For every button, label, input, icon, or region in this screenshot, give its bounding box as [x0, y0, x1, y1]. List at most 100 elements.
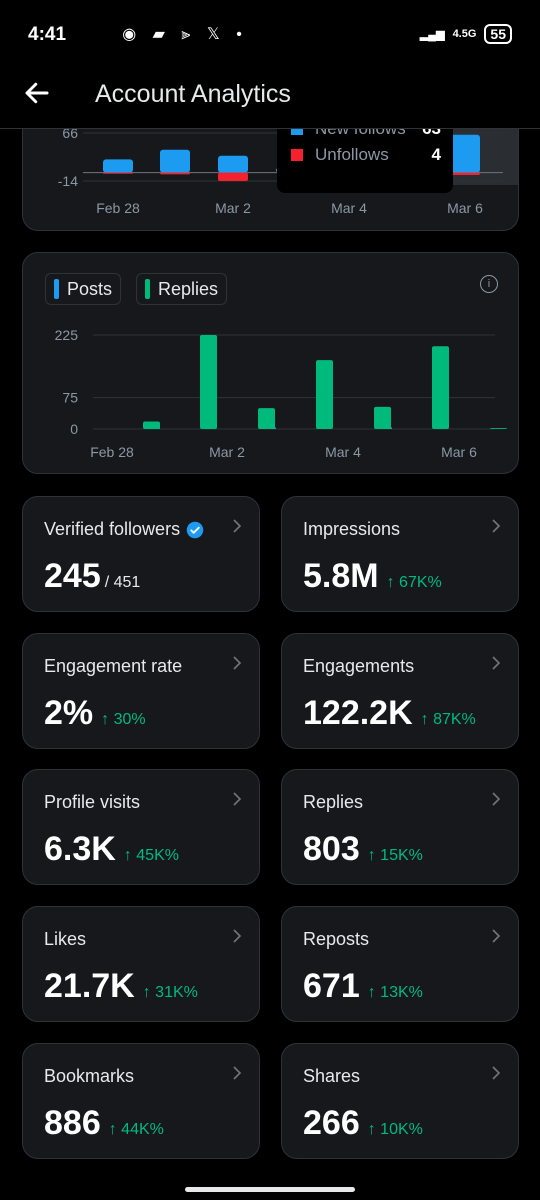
tooltip-label: New follows — [315, 129, 406, 139]
stat-value: 21.7K — [44, 967, 135, 1005]
stat-change: ↑ 31K% — [142, 984, 198, 1001]
chevron-right-icon — [492, 792, 501, 806]
stat-change: ↑ 30% — [101, 711, 146, 728]
new-follows-swatch — [291, 129, 303, 135]
chart-tooltip: New follows 63 Unfollows 4 — [277, 129, 453, 193]
stat-value-row: 886 ↑ 44K% — [44, 1104, 164, 1143]
unfollows-bar — [450, 172, 480, 175]
stat-card-engagements[interactable]: Engagements 122.2K ↑ 87K% — [281, 633, 519, 749]
stat-card-reposts[interactable]: Reposts 671 ↑ 13K% — [281, 906, 519, 1022]
stat-change: ↑ 67K% — [386, 574, 442, 591]
stat-value-row: 671 ↑ 13K% — [303, 967, 423, 1006]
stat-card-replies[interactable]: Replies 803 ↑ 15K% — [281, 769, 519, 885]
replies-bar — [200, 335, 217, 429]
stat-value-row: 6.3K ↑ 45K% — [44, 830, 179, 869]
stat-label: Verified followers — [44, 519, 204, 540]
stat-value-row: 5.8M ↑ 67K% — [303, 557, 442, 596]
stat-label-text: Likes — [44, 929, 87, 949]
new-follows-bar — [103, 159, 133, 173]
stat-value: 6.3K — [44, 830, 116, 868]
followers-chart-card[interactable]: 66 -14 Feb 28 Mar 2 Mar 4 Mar 6 New follows 6… — [22, 129, 519, 231]
stat-change: ↑ 44K% — [108, 1121, 164, 1138]
stat-card-engagement-rate[interactable]: Engagement rate 2% ↑ 30% — [22, 633, 260, 749]
unfollows-bar — [160, 172, 190, 175]
x-tick-label: Mar 2 — [215, 200, 251, 216]
new-follows-bar — [450, 134, 480, 173]
stat-label: Profile visits — [44, 792, 140, 813]
stat-value: 266 — [303, 1104, 360, 1142]
stat-value: 886 — [44, 1104, 101, 1142]
stat-change: ↑ 15K% — [367, 847, 423, 864]
chevron-right-icon — [233, 792, 242, 806]
x-tick-label: Mar 4 — [325, 444, 361, 460]
stat-change: ↑ 10K% — [367, 1121, 423, 1138]
replies-bar — [374, 406, 391, 429]
followers-chart: 66 -14 Feb 28 Mar 2 Mar 4 Mar 6 — [58, 129, 518, 216]
stat-value: 245 — [44, 557, 101, 595]
x-tick-label: Mar 2 — [209, 444, 245, 460]
home-indicator[interactable] — [185, 1187, 355, 1192]
stat-card-bookmarks[interactable]: Bookmarks 886 ↑ 44K% — [22, 1043, 260, 1159]
stat-label-text: Verified followers — [44, 519, 181, 539]
stat-card-verified-followers[interactable]: Verified followers 245/ 451 — [22, 496, 260, 612]
stat-label: Engagements — [303, 656, 414, 677]
stat-card-profile-visits[interactable]: Profile visits 6.3K ↑ 45K% — [22, 769, 260, 885]
y-tick-label: 66 — [62, 129, 78, 141]
stat-label-text: Shares — [303, 1066, 361, 1086]
stat-label: Shares — [303, 1066, 360, 1087]
stat-change: ↑ 45K% — [123, 847, 179, 864]
tooltip-value: 4 — [431, 145, 441, 164]
y-tick-label: -14 — [58, 173, 78, 189]
tooltip-unfollows: Unfollows 4 — [291, 145, 441, 165]
legend-posts-button[interactable]: Posts — [45, 273, 122, 305]
stat-label-text: Impressions — [303, 519, 401, 539]
legend-label: Replies — [158, 278, 219, 299]
stat-value-row: 21.7K ↑ 31K% — [44, 967, 198, 1006]
unfollows-swatch — [291, 149, 303, 161]
stat-label: Engagement rate — [44, 656, 182, 677]
y-tick-label: 0 — [70, 421, 78, 437]
stat-value: 2% — [44, 694, 94, 732]
info-icon[interactable]: i — [480, 275, 498, 293]
replies-bar — [316, 360, 333, 429]
new-follows-bar — [218, 155, 248, 173]
stat-card-impressions[interactable]: Impressions 5.8M ↑ 67K% — [281, 496, 519, 612]
chevron-right-icon — [492, 656, 501, 670]
stat-label-text: Engagement rate — [44, 656, 183, 676]
replies-bar — [490, 428, 507, 429]
chevron-right-icon — [492, 929, 501, 943]
stat-value: 122.2K — [303, 694, 413, 732]
stat-value-row: 266 ↑ 10K% — [303, 1104, 423, 1143]
tooltip-value: 63 — [422, 129, 441, 139]
stat-value-row: 245/ 451 — [44, 557, 140, 596]
y-tick-label: 75 — [62, 390, 78, 406]
chevron-right-icon — [492, 519, 501, 533]
unfollows-bar — [218, 172, 248, 181]
chevron-right-icon — [233, 929, 242, 943]
x-tick-label: Mar 4 — [331, 200, 367, 216]
signal-icon: ▂▄▆ — [419, 28, 445, 41]
stat-label-text: Engagements — [303, 656, 415, 676]
x-tick-label: Mar 6 — [447, 200, 483, 216]
stat-label: Reposts — [303, 929, 369, 950]
stat-card-shares[interactable]: Shares 266 ↑ 10K% — [281, 1043, 519, 1159]
stat-card-likes[interactable]: Likes 21.7K ↑ 31K% — [22, 906, 260, 1022]
battery-icon: 55 — [484, 24, 512, 44]
stat-label-text: Profile visits — [44, 792, 141, 812]
stat-label: Likes — [44, 929, 86, 950]
stat-label: Bookmarks — [44, 1066, 134, 1087]
legend-label: Posts — [67, 278, 113, 299]
legend-replies-button[interactable]: Replies — [136, 273, 228, 305]
stat-change: ↑ 87K% — [420, 711, 476, 728]
stat-label: Impressions — [303, 519, 400, 540]
stat-value: 803 — [303, 830, 360, 868]
stat-change: ↑ 13K% — [367, 984, 423, 1001]
stat-value-row: 803 ↑ 15K% — [303, 830, 423, 869]
chevron-right-icon — [233, 656, 242, 670]
back-arrow-icon[interactable] — [22, 78, 52, 108]
app-header: Account Analytics — [0, 70, 540, 129]
status-right: ▂▄▆ 4.5G 55 — [420, 24, 512, 44]
stat-label-text: Reposts — [303, 929, 370, 949]
stat-value-row: 122.2K ↑ 87K% — [303, 694, 476, 733]
replies-bar — [143, 421, 160, 429]
